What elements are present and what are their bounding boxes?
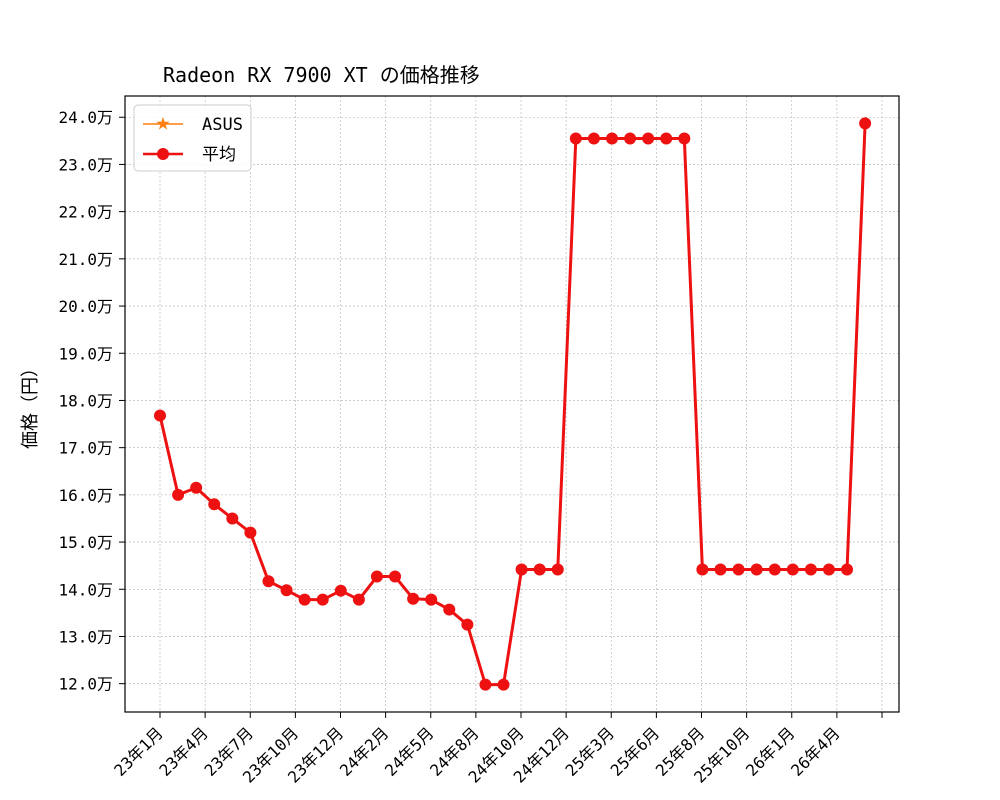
data-point-average <box>859 117 872 130</box>
legend-asus-label: ASUS <box>202 115 243 135</box>
legend-asus-star-icon <box>156 117 170 130</box>
data-point-average <box>624 132 637 145</box>
data-point-average <box>244 526 257 539</box>
x-tick-label: 25年3月 <box>562 723 619 780</box>
data-point-average <box>425 593 438 606</box>
data-point-average <box>822 563 835 576</box>
data-point-average <box>642 132 655 145</box>
data-point-average <box>316 593 329 606</box>
data-point-average <box>497 678 510 691</box>
x-tick-label: 26年4月 <box>787 723 844 780</box>
y-tick-label: 19.0万 <box>58 344 113 363</box>
data-point-average <box>714 563 727 576</box>
y-tick-label: 20.0万 <box>58 297 113 316</box>
y-tick-label: 13.0万 <box>58 627 113 646</box>
series-layer <box>154 117 872 691</box>
data-point-average <box>262 575 275 588</box>
x-tick-label: 23年4月 <box>155 723 212 780</box>
y-tick-label: 16.0万 <box>58 486 113 505</box>
data-point-average <box>587 132 600 145</box>
data-point-average <box>370 570 383 583</box>
y-tick-label: 15.0万 <box>58 533 113 552</box>
data-point-average <box>696 563 709 576</box>
y-tick-label: 24.0万 <box>58 108 113 127</box>
data-point-average <box>551 563 564 576</box>
data-point-average <box>352 593 365 606</box>
plot-frame <box>124 95 900 713</box>
data-point-average <box>334 584 347 597</box>
data-point-average <box>533 563 546 576</box>
y-tick-label: 23.0万 <box>58 155 113 174</box>
x-tick-label: 26年1月 <box>742 723 799 780</box>
data-point-average <box>443 603 456 616</box>
data-point-average <box>768 563 781 576</box>
y-tick-label: 18.0万 <box>58 391 113 410</box>
x-tick-label: 25年6月 <box>607 723 664 780</box>
data-point-average <box>226 512 239 525</box>
chart-title: Radeon RX 7900 XT の価格推移 <box>163 63 480 87</box>
legend-average-label: 平均 <box>202 145 236 165</box>
data-point-average <box>569 132 582 145</box>
y-tick-label: 14.0万 <box>58 580 113 599</box>
data-point-average <box>841 563 854 576</box>
data-point-average <box>606 132 618 145</box>
legend: ASUS 平均 <box>133 104 252 172</box>
y-tick-label: 22.0万 <box>58 203 113 222</box>
data-point-average <box>750 563 763 576</box>
y-tick-label: 12.0万 <box>58 675 113 694</box>
data-point-average <box>280 584 293 597</box>
data-point-average <box>804 563 817 576</box>
data-point-average <box>678 132 691 145</box>
data-point-average <box>172 488 185 501</box>
legend-average-marker-icon <box>157 148 169 160</box>
x-tick-label: 23年1月 <box>110 723 167 780</box>
grid-lines <box>125 96 899 712</box>
y-tick-label: 21.0万 <box>58 250 113 269</box>
data-point-average <box>298 593 311 606</box>
data-point-average <box>154 409 166 422</box>
data-point-average <box>407 592 420 605</box>
x-tick-label: 24年2月 <box>336 723 393 780</box>
data-point-average <box>389 570 402 583</box>
y-axis-label: 価格（円） <box>20 359 41 449</box>
data-point-average <box>461 618 474 631</box>
data-point-average <box>660 132 673 145</box>
data-point-average <box>190 481 203 494</box>
data-point-average <box>515 563 528 576</box>
data-point-average <box>732 563 745 576</box>
data-point-average <box>479 678 492 691</box>
y-tick-label: 17.0万 <box>58 439 113 458</box>
series-line-average <box>158 123 867 687</box>
data-point-average <box>786 563 799 576</box>
x-tick-label: 24年5月 <box>381 723 438 780</box>
data-point-average <box>208 498 221 511</box>
